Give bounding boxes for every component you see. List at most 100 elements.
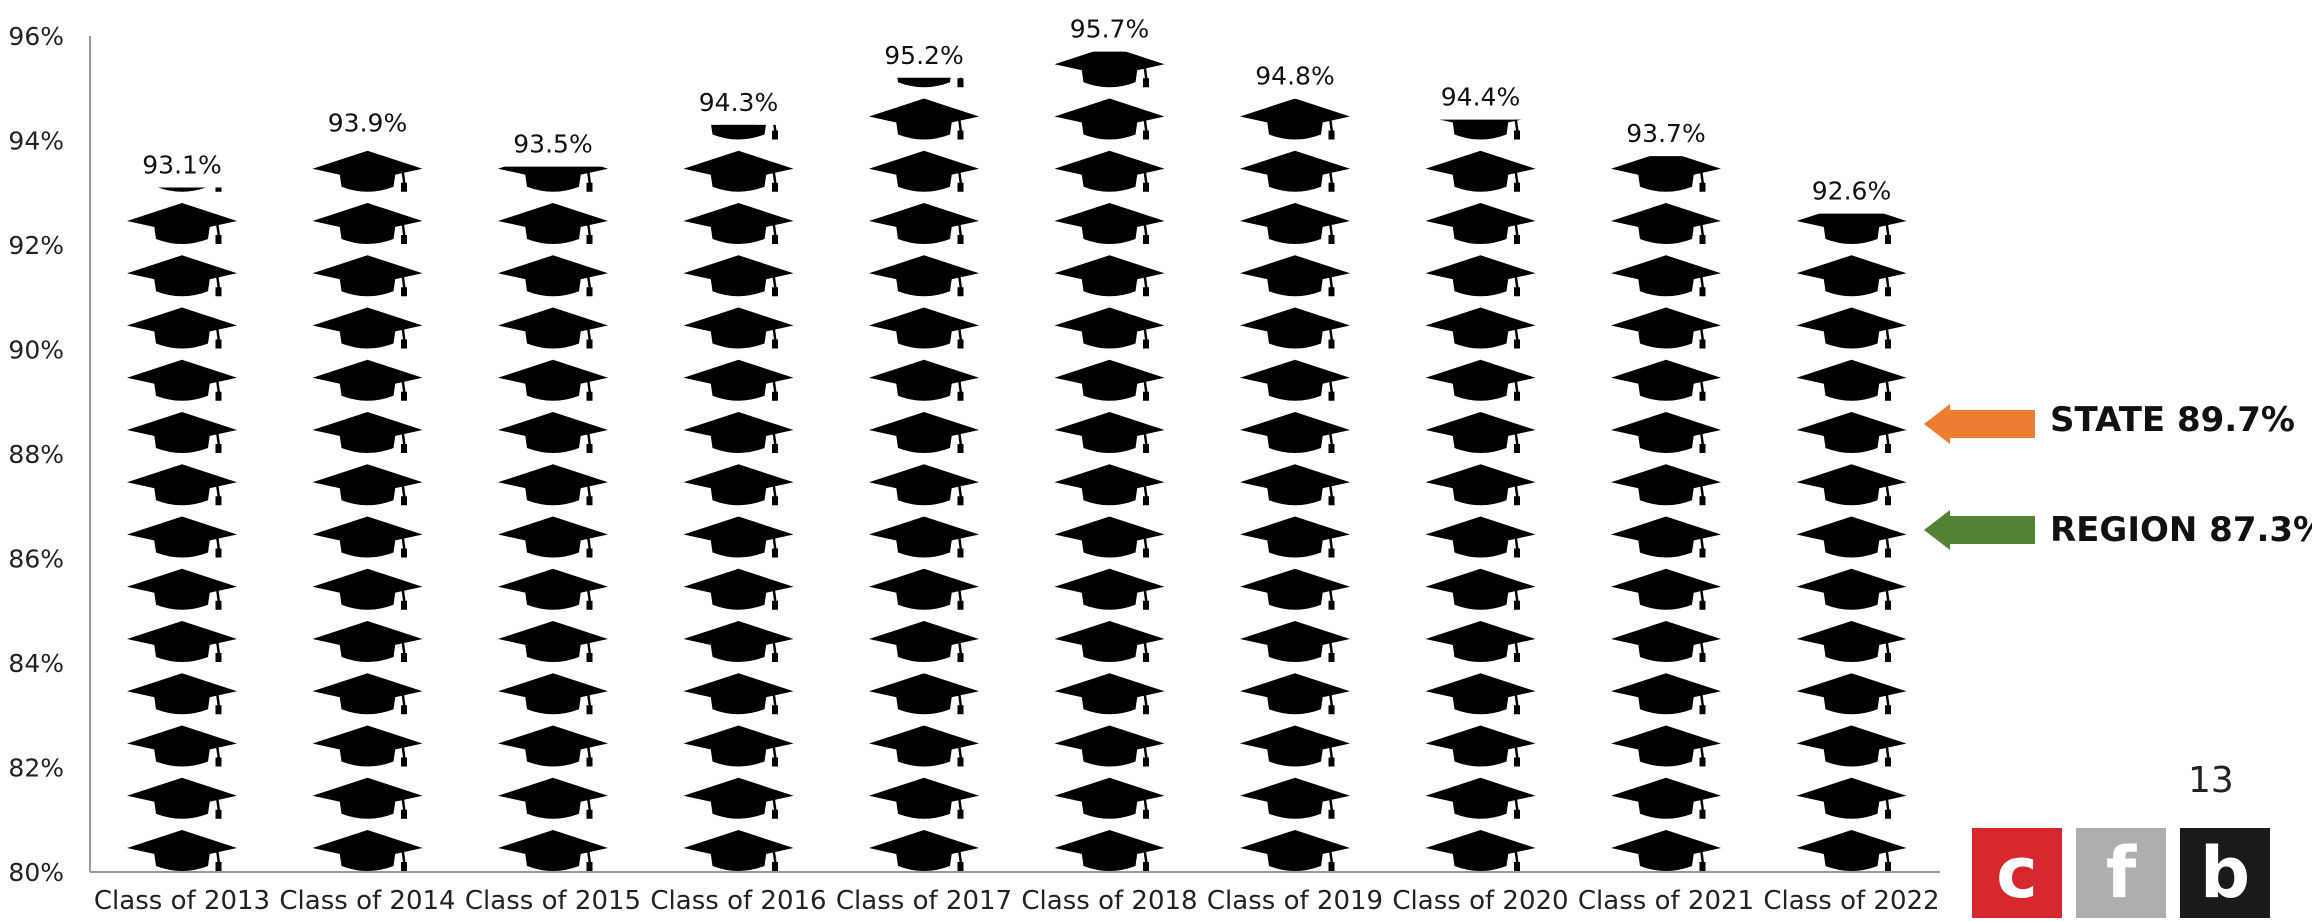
graduation-cap-icon (1238, 149, 1352, 193)
graduation-cap-icon (1795, 619, 1908, 664)
graduation-cap-icon (1238, 724, 1352, 768)
graduation-cap-icon (311, 567, 424, 611)
graduation-cap-icon (125, 828, 239, 873)
bars (125, 51, 1908, 873)
graduation-cap-icon (682, 201, 795, 246)
graduation-cap-icon (1424, 410, 1537, 455)
graduation-cap-icon (867, 828, 981, 873)
graduation-cap-icon (1053, 149, 1166, 193)
graduation-cap-icon (682, 828, 795, 873)
graduation-cap-icon (1609, 672, 1723, 716)
bar (867, 77, 981, 873)
region-arrow-icon (1924, 510, 2035, 550)
reference-arrows (1924, 404, 2035, 550)
graduation-cap-icon (1795, 724, 1908, 768)
graduation-cap-icon (1238, 619, 1352, 664)
graduation-cap-icon (1238, 410, 1352, 455)
graduation-cap-icon (496, 254, 610, 298)
bar (1609, 156, 1723, 873)
graduation-cap-icon (1795, 254, 1908, 298)
data-label: 93.9% (328, 109, 407, 138)
graduation-cap-icon (1795, 515, 1908, 559)
graduation-cap-icon (867, 410, 981, 455)
graduation-cap-icon (496, 724, 610, 768)
graduation-cap-icon (125, 410, 239, 455)
x-tick-label: Class of 2021 (1578, 886, 1754, 916)
logo-f-letter: f (2105, 832, 2137, 914)
graduation-cap-icon (1795, 776, 1908, 820)
graduation-cap-icon (125, 776, 239, 820)
graduation-cap-icon (1795, 358, 1908, 402)
graduation-cap-icon (125, 201, 239, 246)
x-tick-label: Class of 2020 (1392, 886, 1568, 916)
graduation-cap-icon (496, 515, 610, 559)
graduation-cap-icon (496, 567, 610, 611)
graduation-cap-icon (867, 515, 981, 559)
graduation-cap-icon (1424, 619, 1537, 664)
graduation-cap-icon (1609, 306, 1723, 350)
graduation-cap-icon (1053, 672, 1166, 716)
graduation-cap-icon (1053, 619, 1166, 664)
graduation-cap-icon (682, 410, 795, 455)
graduation-cap-icon (311, 201, 424, 246)
data-label: 93.1% (142, 151, 221, 180)
graduation-cap-icon (1609, 358, 1723, 402)
graduation-cap-icon (682, 515, 795, 559)
graduation-cap-icon (1238, 358, 1352, 402)
graduation-cap-icon (682, 672, 795, 716)
graduation-cap-icon (867, 97, 981, 141)
graduation-cap-icon (1238, 515, 1352, 559)
graduation-cap-icon (311, 306, 424, 350)
y-tick-label: 96% (8, 22, 64, 51)
graduation-cap-icon (682, 567, 795, 611)
graduation-cap-icon (682, 776, 795, 820)
graduation-cap-icon (311, 828, 424, 873)
graduation-cap-icon (682, 306, 795, 350)
graduation-cap-icon (125, 672, 239, 716)
graduation-cap-icon (867, 463, 981, 507)
graduation-cap-icon (1238, 567, 1352, 611)
graduation-cap-icon (682, 149, 795, 193)
graduation-cap-icon (1053, 201, 1166, 246)
graduation-cap-icon (311, 358, 424, 402)
graduation-cap-icon (1238, 828, 1352, 873)
graduation-cap-icon (311, 724, 424, 768)
graduation-cap-icon (1609, 201, 1723, 246)
graduation-cap-icon (311, 254, 424, 298)
data-label: 95.7% (1070, 15, 1149, 44)
data-label: 94.4% (1441, 83, 1520, 112)
bar (125, 187, 239, 873)
graduation-cap-icon (1795, 306, 1908, 350)
graduation-cap-icon (1424, 724, 1537, 768)
graduation-cap-icon (682, 358, 795, 402)
graduation-cap-icon (1795, 213, 1908, 246)
graduation-cap-icon (125, 619, 239, 664)
graduation-cap-icon (867, 149, 981, 193)
graduation-cap-icon (1609, 515, 1723, 559)
y-tick-label: 84% (8, 649, 64, 678)
graduation-cap-icon (1424, 358, 1537, 402)
logo-c-letter: c (1996, 832, 2038, 914)
graduation-cap-icon (1238, 254, 1352, 298)
graduation-cap-icon (1053, 776, 1166, 820)
graduation-cap-icon (311, 672, 424, 716)
x-tick-label: Class of 2019 (1207, 886, 1383, 916)
graduation-cap-icon (1609, 567, 1723, 611)
graduation-cap-icon (867, 306, 981, 350)
graduation-cap-icon (125, 463, 239, 507)
graduation-cap-icon (311, 619, 424, 664)
logo-b-letter: b (2199, 832, 2251, 914)
graduation-cap-icon (1053, 51, 1166, 89)
graduation-cap-icon (311, 149, 424, 193)
data-label: 94.8% (1255, 62, 1334, 91)
data-label: 94.3% (699, 88, 778, 117)
graduation-cap-icon (867, 201, 981, 246)
graduation-cap-icon (1053, 254, 1166, 298)
logo-c: c (1972, 828, 2062, 918)
graduation-cap-icon (496, 828, 610, 873)
y-tick-label: 94% (8, 127, 64, 156)
graduation-cap-icon (682, 619, 795, 664)
graduation-cap-icon (1609, 254, 1723, 298)
graduation-cap-icon (1053, 724, 1166, 768)
graduation-cap-icon (125, 306, 239, 350)
